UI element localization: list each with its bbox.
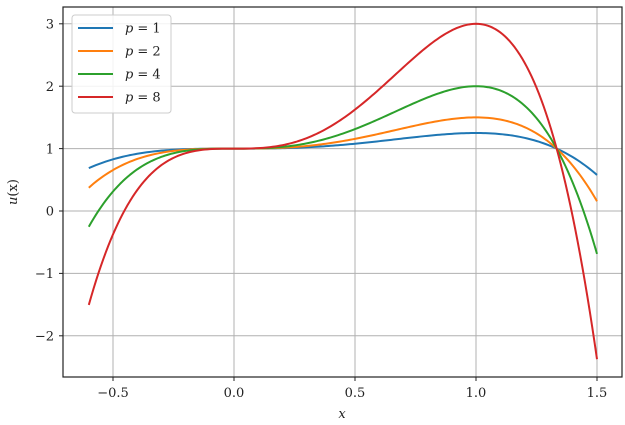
y-axis-label-var: u: [6, 197, 21, 205]
y-tick-label: 2: [46, 80, 54, 95]
legend-label: p = 1: [125, 22, 161, 37]
x-tick-label: −0.5: [97, 386, 129, 401]
legend-item-p2: p = 2: [78, 45, 161, 60]
legend-label: p = 8: [125, 91, 161, 106]
y-tick-label: 0: [46, 205, 54, 220]
x-tick-label: 1.5: [587, 386, 608, 401]
y-tick-label: −2: [35, 330, 54, 345]
series-group: [87, 22, 598, 360]
y-axis-label: u(x): [6, 179, 21, 205]
grid: [63, 7, 622, 377]
series-line-p8: [87, 22, 598, 360]
legend-label: p = 2: [125, 45, 161, 60]
legend-label: p = 4: [125, 68, 161, 83]
series-line-p1: [88, 132, 598, 176]
legend-item-p1: p = 1: [78, 22, 161, 37]
x-axis-label: x: [338, 407, 346, 422]
legend-item-p8: p = 8: [78, 91, 161, 106]
axes-frame: [62, 6, 623, 378]
legend: p = 1 p = 2 p = 4 p = 8: [71, 14, 172, 114]
y-axis-label-arg: (x): [6, 179, 21, 196]
y-tick-labels: 3 2 1 0 −1 −2: [35, 18, 54, 345]
y-tick-label: 1: [46, 142, 54, 157]
series-line-p2: [88, 116, 598, 202]
y-tick-label: −1: [35, 267, 54, 282]
legend-box: [71, 14, 172, 114]
y-tick-label: 3: [46, 18, 54, 33]
x-ticks: [112, 377, 598, 381]
x-tick-label: 0.5: [345, 386, 366, 401]
y-ticks: [59, 23, 63, 337]
x-tick-label: 0.0: [224, 386, 245, 401]
x-tick-labels: −0.5 0.0 0.5 1.0 1.5: [97, 386, 607, 401]
series-line-p4: [87, 85, 598, 255]
legend-item-p4: p = 4: [78, 68, 161, 83]
x-tick-label: 1.0: [466, 386, 487, 401]
